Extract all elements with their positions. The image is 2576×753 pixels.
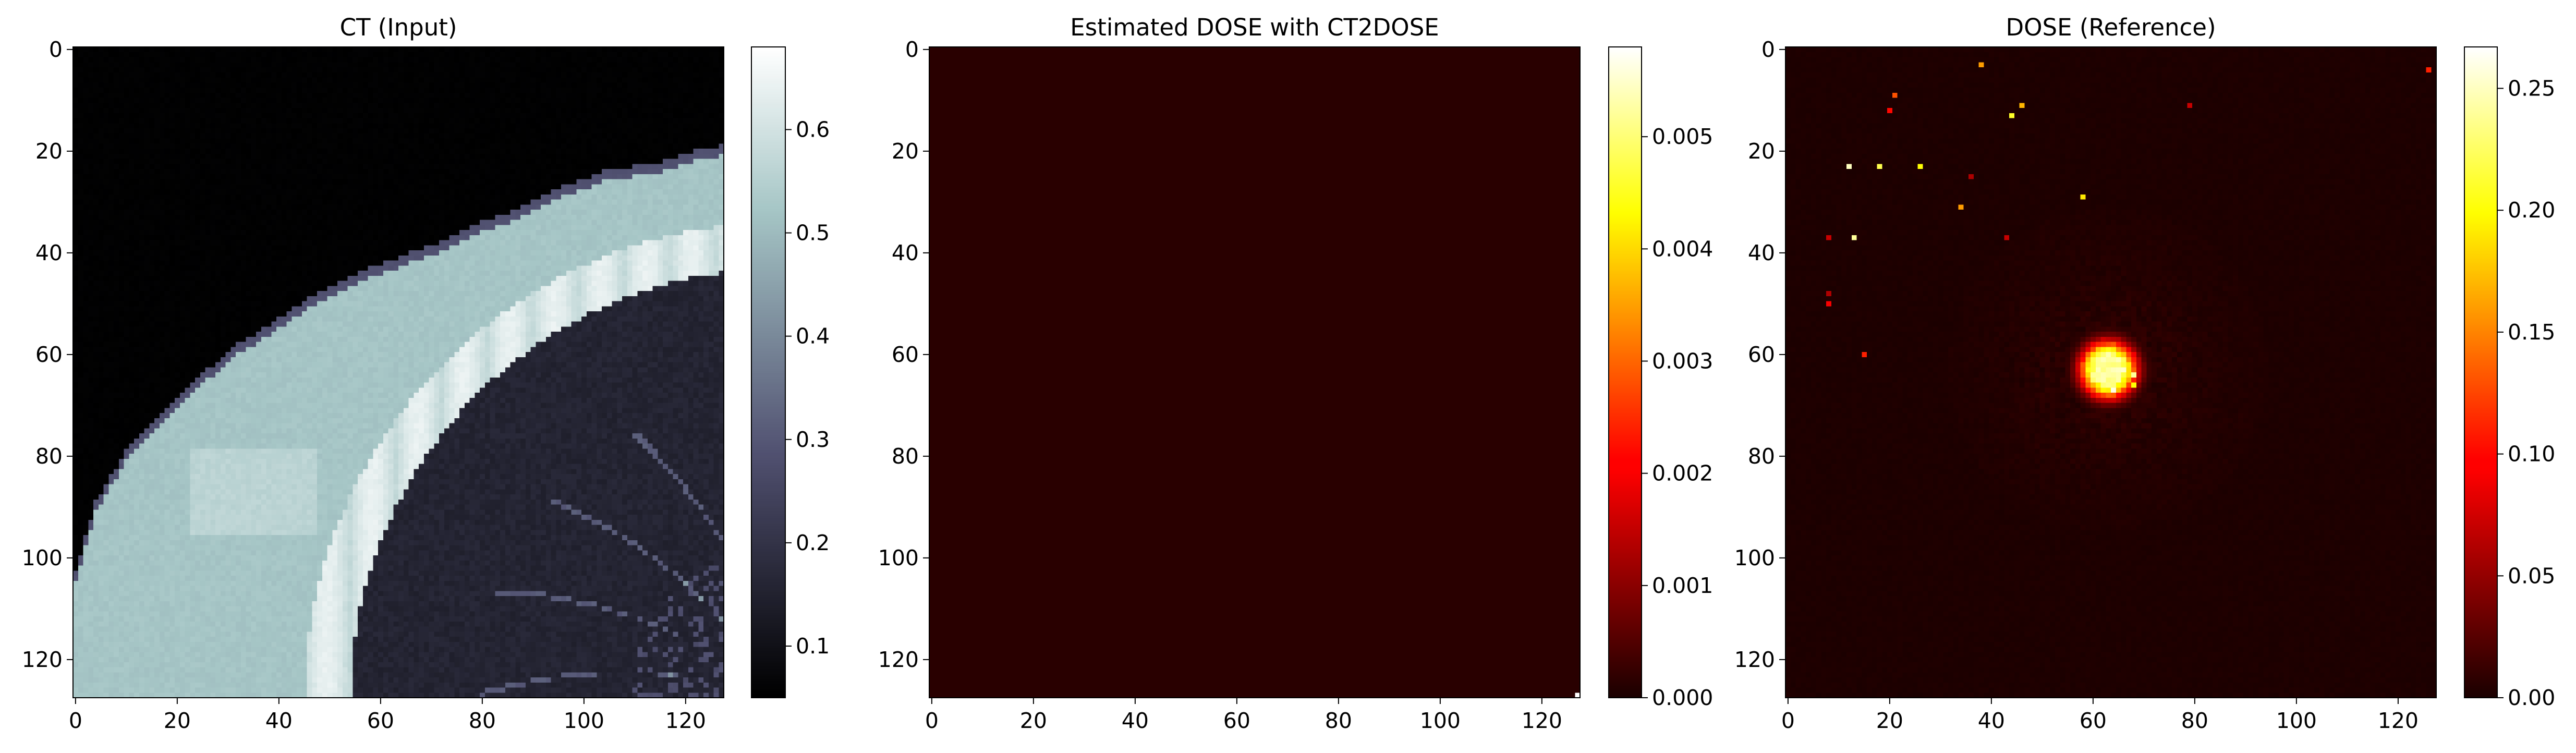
y-tick-label: 40 bbox=[892, 240, 919, 265]
axes-frame bbox=[1785, 46, 2437, 698]
colorbar-tick-label: 0.004 bbox=[1652, 236, 1713, 261]
x-tick-label: 0 bbox=[925, 708, 939, 733]
heatmap-image bbox=[73, 47, 724, 698]
colorbar-tick-label: 0.10 bbox=[2508, 442, 2555, 467]
x-tick-label: 120 bbox=[2378, 708, 2419, 733]
x-tick-label: 80 bbox=[469, 708, 496, 733]
x-tick-label: 100 bbox=[1420, 708, 1461, 733]
colorbar-tick-label: 0.5 bbox=[796, 221, 830, 246]
colorbar-frame bbox=[2464, 46, 2498, 698]
colorbar-gradient bbox=[751, 47, 785, 698]
colorbar-tick-label: 0.2 bbox=[796, 530, 830, 555]
colorbar-tick-label: 0.000 bbox=[1652, 685, 1713, 710]
y-tick-label: 120 bbox=[22, 647, 63, 672]
panel-title: CT (Input) bbox=[340, 14, 457, 41]
axes-frame bbox=[72, 46, 724, 698]
colorbar-tick-label: 0.003 bbox=[1652, 348, 1713, 373]
x-tick-label: 0 bbox=[69, 708, 82, 733]
y-tick-label: 80 bbox=[892, 444, 919, 469]
heatmap-image bbox=[929, 47, 1580, 698]
y-tick-label: 40 bbox=[1748, 240, 1775, 265]
y-tick-label: 80 bbox=[35, 444, 63, 469]
x-tick-label: 100 bbox=[2276, 708, 2317, 733]
x-tick-label: 40 bbox=[1122, 708, 1149, 733]
x-tick-label: 120 bbox=[1522, 708, 1562, 733]
y-tick-label: 100 bbox=[1734, 545, 1775, 570]
x-tick-label: 60 bbox=[1223, 708, 1250, 733]
ct-input-panel: CT (Input) 0 20 40 60 80 100 120 0 20 40 60 80 100 120… bbox=[22, 14, 830, 733]
x-tick-label: 40 bbox=[1978, 708, 2005, 733]
colorbar-gradient bbox=[1609, 47, 1642, 698]
y-tick-label: 80 bbox=[1748, 444, 1775, 469]
panel-title: DOSE (Reference) bbox=[2006, 14, 2216, 41]
colorbar-tick-label: 0.002 bbox=[1652, 461, 1713, 486]
colorbar-tick-label: 0.005 bbox=[1652, 124, 1713, 149]
heatmap-image bbox=[1785, 47, 2436, 698]
y-tick-label: 60 bbox=[892, 342, 919, 367]
colorbar-tick-label: 0.3 bbox=[796, 427, 830, 452]
colorbar-gradient bbox=[2464, 47, 2497, 698]
y-tick-label: 0 bbox=[1761, 37, 1775, 62]
colorbar-frame bbox=[1608, 46, 1642, 698]
colorbar-tick-label: 0.20 bbox=[2508, 198, 2555, 223]
y-tick-label: 60 bbox=[1748, 342, 1775, 367]
y-tick-label: 100 bbox=[878, 545, 919, 570]
x-tick-label: 80 bbox=[1325, 708, 1352, 733]
y-tick-label: 0 bbox=[49, 37, 63, 62]
x-tick-label: 40 bbox=[265, 708, 293, 733]
y-tick-label: 120 bbox=[878, 647, 919, 672]
y-tick-label: 20 bbox=[35, 139, 63, 164]
y-tick-label: 120 bbox=[1734, 647, 1775, 672]
axes-frame bbox=[929, 46, 1581, 698]
x-tick-label: 100 bbox=[564, 708, 604, 733]
x-tick-label: 20 bbox=[1020, 708, 1047, 733]
y-tick-label: 20 bbox=[1748, 139, 1775, 164]
x-tick-label: 60 bbox=[367, 708, 394, 733]
x-tick-label: 120 bbox=[665, 708, 706, 733]
colorbar-tick-label: 0.001 bbox=[1652, 573, 1713, 598]
colorbar-tick-label: 0.05 bbox=[2508, 563, 2555, 588]
y-tick-label: 60 bbox=[35, 342, 63, 367]
x-tick-label: 60 bbox=[2080, 708, 2107, 733]
reference-dose-panel: DOSE (Reference) 0 20 40 60 80 100 120 0 20 40 60 80… bbox=[1734, 14, 2556, 733]
colorbar-tick-label: 0.00 bbox=[2508, 685, 2555, 710]
y-tick-label: 100 bbox=[22, 545, 63, 570]
colorbar-tick-label: 0.4 bbox=[796, 324, 830, 349]
x-tick-label: 20 bbox=[1876, 708, 1903, 733]
colorbar-tick-label: 0.1 bbox=[796, 634, 830, 659]
colorbar-tick-label: 0.6 bbox=[796, 117, 830, 142]
x-tick-label: 80 bbox=[2181, 708, 2208, 733]
x-tick-label: 0 bbox=[1781, 708, 1795, 733]
y-tick-label: 0 bbox=[905, 37, 919, 62]
panel-title: Estimated DOSE with CT2DOSE bbox=[1070, 14, 1439, 41]
y-tick-label: 40 bbox=[35, 240, 63, 265]
colorbar-tick-label: 0.15 bbox=[2508, 320, 2555, 345]
colorbar-frame bbox=[751, 46, 786, 698]
y-tick-label: 20 bbox=[892, 139, 919, 164]
estimated-dose-panel: Estimated DOSE with CT2DOSE 0 20 40 60 80 100 1… bbox=[878, 14, 1714, 733]
x-tick-label: 20 bbox=[164, 708, 191, 733]
colorbar-tick-label: 0.25 bbox=[2508, 76, 2555, 101]
